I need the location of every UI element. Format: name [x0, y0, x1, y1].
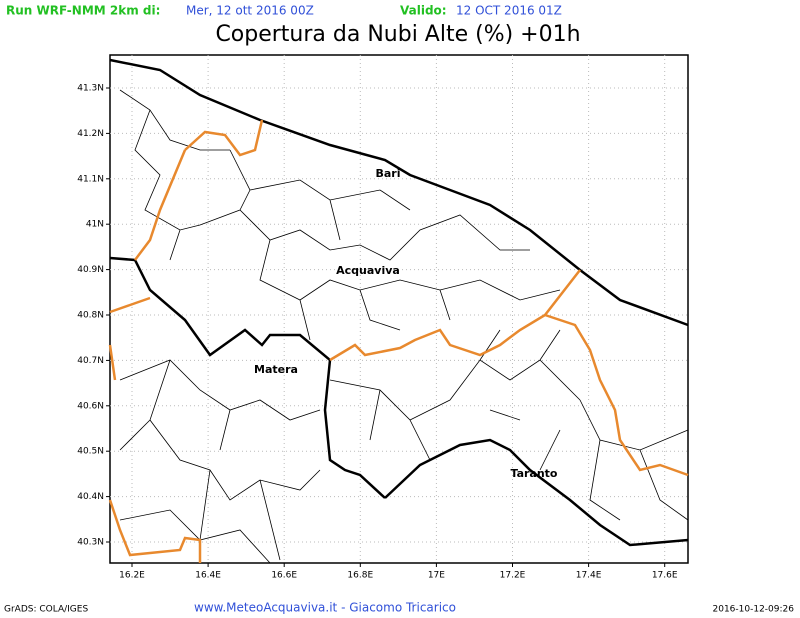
- run-label: Run WRF-NMM 2km di:: [6, 4, 160, 18]
- axes: 16.2E 16.4E 16.6E 16.8E 17E 17.2E 17.4E 17.6E 41…: [77, 84, 678, 581]
- lat-label: 40.3N: [77, 538, 104, 548]
- lon-label: 16.8E: [347, 571, 373, 581]
- map-area: 16.2E 16.4E 16.6E 16.8E 17E 17.2E 17.4E 17.6E 41…: [77, 54, 689, 581]
- footer-center: www.MeteoAcquaviva.it - Giacomo Tricaric…: [194, 601, 456, 615]
- place-label: Taranto: [510, 467, 557, 480]
- lat-label: 41.1N: [77, 174, 104, 184]
- lat-label: 40.5N: [77, 447, 104, 457]
- lon-label: 16.2E: [119, 571, 145, 581]
- title: Copertura da Nubi Alte (%) +01h: [215, 22, 580, 47]
- lon-label: 17E: [428, 571, 445, 581]
- run-date: Mer, 12 ott 2016 00Z: [186, 4, 314, 18]
- lat-label: 40.6N: [77, 401, 104, 411]
- lat-label: 40.8N: [77, 311, 104, 321]
- lat-label: 40.7N: [77, 356, 104, 366]
- province-borders: [119, 89, 689, 564]
- lat-label: 41N: [86, 220, 104, 230]
- lat-label: 40.9N: [77, 265, 104, 275]
- map-frame: [109, 54, 689, 564]
- lon-label: 16.6E: [271, 571, 297, 581]
- footer-right: 2016-10-12-09:26: [713, 605, 795, 615]
- grid: [110, 55, 688, 563]
- valid-label: Valido:: [400, 4, 447, 18]
- place-labels: Bari Acquaviva Matera Taranto: [254, 167, 558, 480]
- boundaries-orange: [108, 119, 689, 563]
- lon-label: 17.2E: [500, 571, 526, 581]
- lat-label: 41.3N: [77, 84, 104, 94]
- lat-label: 40.4N: [77, 492, 104, 502]
- lon-label: 16.4E: [195, 571, 221, 581]
- valid-date: 12 OCT 2016 01Z: [456, 4, 562, 18]
- footer-left: GrADS: COLA/IGES: [4, 605, 88, 615]
- lon-label: 17.6E: [652, 571, 678, 581]
- place-label: Acquaviva: [336, 264, 400, 277]
- place-label: Bari: [375, 167, 400, 180]
- place-label: Matera: [254, 363, 298, 376]
- lon-label: 17.4E: [576, 571, 602, 581]
- lat-label: 41.2N: [77, 129, 104, 139]
